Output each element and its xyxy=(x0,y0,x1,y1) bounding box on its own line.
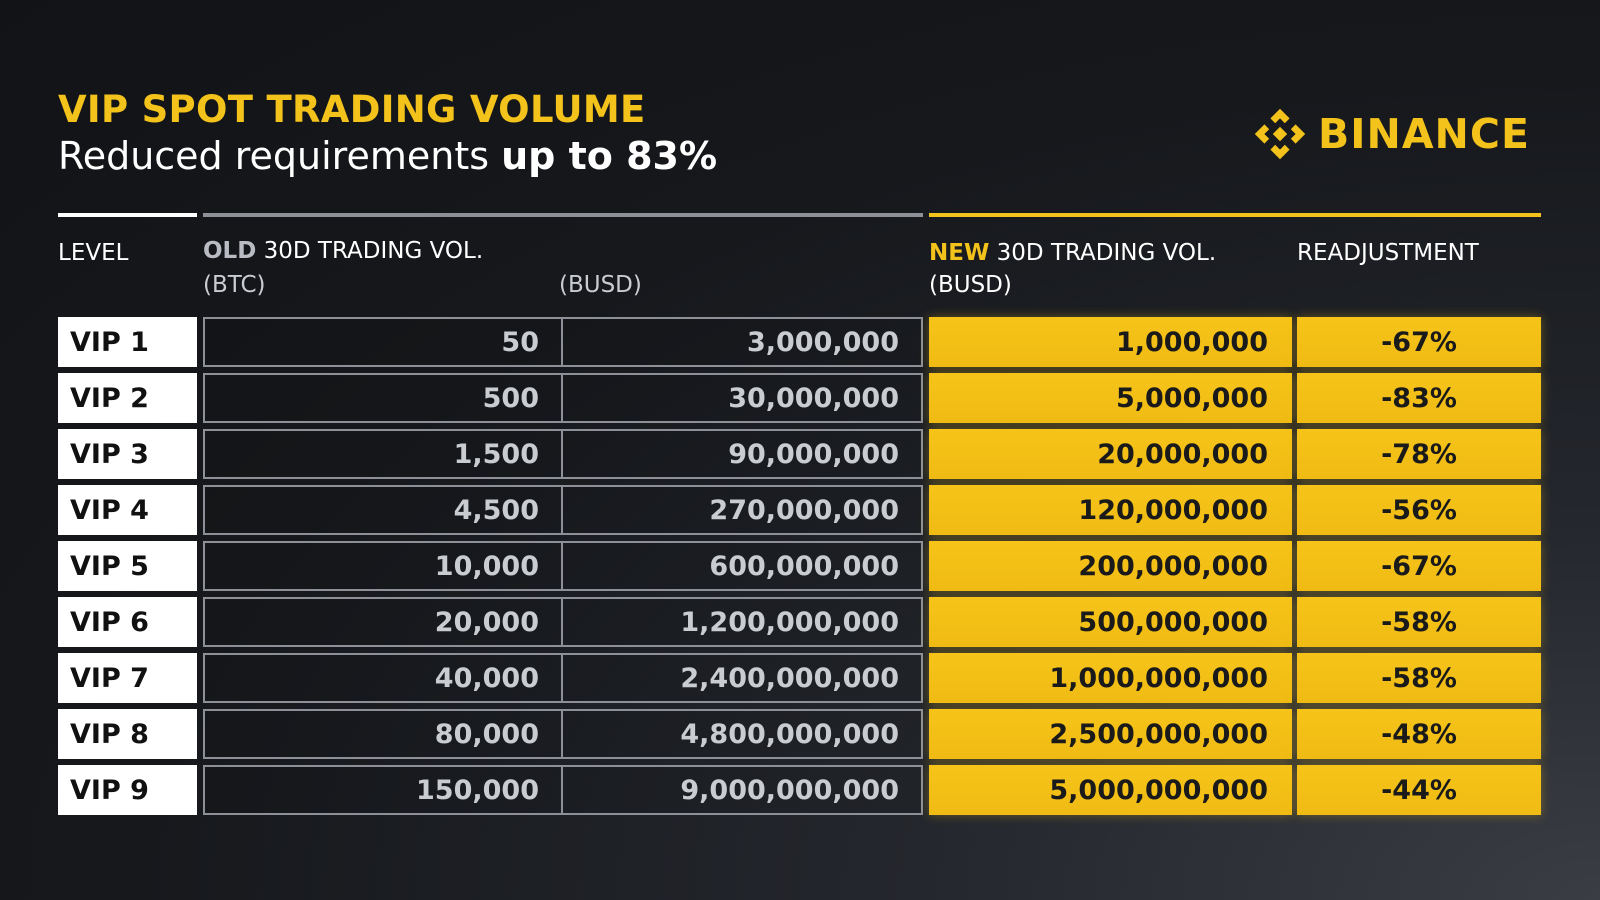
table-row: VIP 5 10,000 600,000,000 200,000,000 -67… xyxy=(0,541,1600,591)
level-cell: VIP 1 xyxy=(58,317,197,367)
old-btc-cell: 20,000 xyxy=(203,597,563,647)
table-row: VIP 4 4,500 270,000,000 120,000,000 -56% xyxy=(0,485,1600,535)
page-subtitle: Reduced requirements up to 83% xyxy=(58,134,717,178)
readjustment-cell: -83% xyxy=(1297,373,1541,423)
old-top-rule xyxy=(203,213,923,217)
new-busd-cell: 2,500,000,000 xyxy=(929,709,1292,759)
old-btc-cell: 40,000 xyxy=(203,653,563,703)
header-readjustment: READJUSTMENT xyxy=(1297,240,1479,266)
new-busd-cell: 1,000,000 xyxy=(929,317,1292,367)
subtitle-text: Reduced requirements xyxy=(58,134,502,178)
table-row: VIP 3 1,500 90,000,000 20,000,000 -78% xyxy=(0,429,1600,479)
level-cell: VIP 7 xyxy=(58,653,197,703)
readjustment-cell: -58% xyxy=(1297,653,1541,703)
level-top-rule xyxy=(58,213,197,217)
new-busd-cell: 120,000,000 xyxy=(929,485,1292,535)
subtitle-highlight: up to 83% xyxy=(501,134,718,178)
old-busd-cell: 90,000,000 xyxy=(563,429,923,479)
old-busd-cell: 3,000,000 xyxy=(563,317,923,367)
new-busd-cell: 20,000,000 xyxy=(929,429,1292,479)
old-btc-cell: 4,500 xyxy=(203,485,563,535)
level-cell: VIP 9 xyxy=(58,765,197,815)
header-old-prefix: OLD xyxy=(203,238,257,264)
new-busd-cell: 500,000,000 xyxy=(929,597,1292,647)
new-busd-cell: 200,000,000 xyxy=(929,541,1292,591)
header-old-label: 30D TRADING VOL. xyxy=(256,238,484,264)
header-new-label: 30D TRADING VOL. xyxy=(989,240,1217,266)
header-old: OLD 30D TRADING VOL. xyxy=(203,234,483,268)
readjustment-cell: -78% xyxy=(1297,429,1541,479)
table-row: VIP 6 20,000 1,200,000,000 500,000,000 -… xyxy=(0,597,1600,647)
header-new-unit: (BUSD) xyxy=(929,272,1012,298)
old-busd-cell: 4,800,000,000 xyxy=(563,709,923,759)
old-busd-cell: 600,000,000 xyxy=(563,541,923,591)
level-cell: VIP 4 xyxy=(58,485,197,535)
old-busd-cell: 270,000,000 xyxy=(563,485,923,535)
header-old-btc-unit: (BTC) xyxy=(203,272,266,298)
header-new-prefix: NEW xyxy=(929,240,990,266)
old-btc-cell: 150,000 xyxy=(203,765,563,815)
header-old-busd-unit: (BUSD) xyxy=(559,272,642,298)
new-busd-cell: 5,000,000,000 xyxy=(929,765,1292,815)
old-btc-cell: 50 xyxy=(203,317,563,367)
old-btc-cell: 80,000 xyxy=(203,709,563,759)
readjustment-cell: -67% xyxy=(1297,317,1541,367)
header-new: NEW 30D TRADING VOL. xyxy=(929,236,1216,270)
new-busd-cell: 1,000,000,000 xyxy=(929,653,1292,703)
readjustment-cell: -56% xyxy=(1297,485,1541,535)
readjustment-cell: -67% xyxy=(1297,541,1541,591)
old-btc-cell: 1,500 xyxy=(203,429,563,479)
old-btc-cell: 500 xyxy=(203,373,563,423)
readjustment-cell: -44% xyxy=(1297,765,1541,815)
level-cell: VIP 8 xyxy=(58,709,197,759)
old-btc-cell: 10,000 xyxy=(203,541,563,591)
new-busd-cell: 5,000,000 xyxy=(929,373,1292,423)
logo-text: BINANCE xyxy=(1318,110,1530,158)
old-busd-cell: 1,200,000,000 xyxy=(563,597,923,647)
level-cell: VIP 3 xyxy=(58,429,197,479)
readjustment-cell: -48% xyxy=(1297,709,1541,759)
readjustment-cell: -58% xyxy=(1297,597,1541,647)
header-level: LEVEL xyxy=(58,240,129,266)
table-row: VIP 1 50 3,000,000 1,000,000 -67% xyxy=(0,317,1600,367)
new-top-rule xyxy=(929,213,1541,217)
level-cell: VIP 5 xyxy=(58,541,197,591)
table-row: VIP 8 80,000 4,800,000,000 2,500,000,000… xyxy=(0,709,1600,759)
old-busd-cell: 9,000,000,000 xyxy=(563,765,923,815)
binance-logo: BINANCE xyxy=(1250,104,1530,164)
level-cell: VIP 2 xyxy=(58,373,197,423)
old-busd-cell: 30,000,000 xyxy=(563,373,923,423)
table-row: VIP 7 40,000 2,400,000,000 1,000,000,000… xyxy=(0,653,1600,703)
page-title: VIP SPOT TRADING VOLUME xyxy=(58,88,646,131)
level-cell: VIP 6 xyxy=(58,597,197,647)
old-busd-cell: 2,400,000,000 xyxy=(563,653,923,703)
table-row: VIP 2 500 30,000,000 5,000,000 -83% xyxy=(0,373,1600,423)
binance-diamond-icon xyxy=(1254,108,1306,160)
table-row: VIP 9 150,000 9,000,000,000 5,000,000,00… xyxy=(0,765,1600,815)
